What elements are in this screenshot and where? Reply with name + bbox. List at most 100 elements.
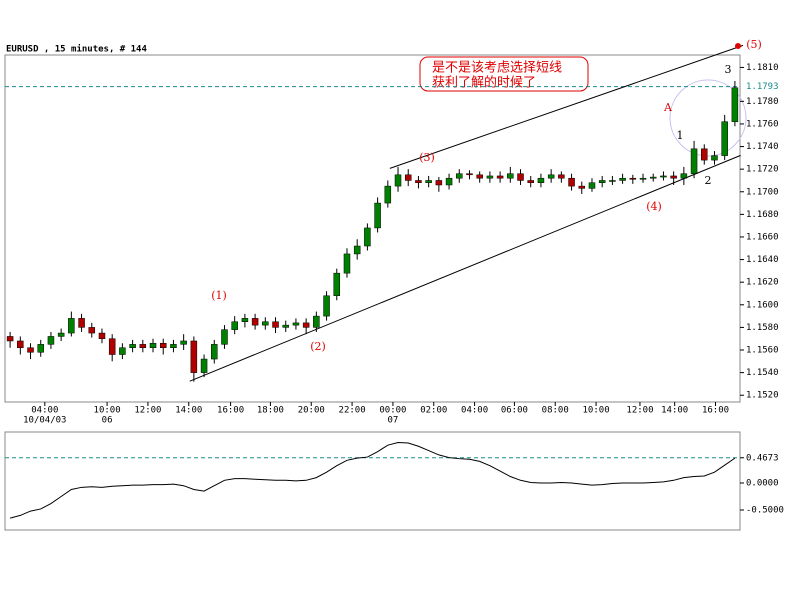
- x-tick-label: 08:00: [542, 406, 569, 416]
- y-tick-label: -0.5000: [746, 506, 784, 516]
- candle-body: [425, 180, 432, 183]
- candle-body: [721, 121, 728, 156]
- oscillator-panel: [4, 431, 741, 531]
- annotation: (1): [211, 289, 227, 302]
- candle-body: [108, 338, 116, 355]
- candle-body: [588, 182, 596, 189]
- candle-body: [547, 174, 555, 179]
- x-tick-label: 00:00: [379, 406, 406, 416]
- candle-body: [435, 180, 443, 186]
- price-line-label: 1.1793: [746, 82, 779, 92]
- candle-body: [180, 340, 187, 345]
- y-tick-label: 1.1720: [746, 165, 779, 175]
- price-panel: [4, 54, 741, 403]
- candle-body: [353, 245, 361, 255]
- y-tick-label: 1.1540: [746, 368, 779, 378]
- y-tick-label: 1.1680: [746, 210, 779, 220]
- annotation: 3: [725, 63, 732, 76]
- candle-body: [690, 148, 698, 174]
- x-tick-label: 16:00: [217, 406, 244, 416]
- annotation: 2: [705, 174, 712, 187]
- candle-body: [537, 177, 545, 183]
- candle-body: [701, 148, 708, 161]
- candle-body: [98, 332, 106, 339]
- y-tick-label: 1.1660: [746, 232, 779, 242]
- x-tick-sublabel: 10/04/03: [23, 416, 66, 426]
- candle-body: [231, 321, 238, 330]
- candle-body: [445, 177, 453, 186]
- candle-body: [598, 180, 606, 183]
- candle-body: [313, 315, 320, 328]
- x-tick-sublabel: 07: [387, 416, 398, 426]
- candle-body: [670, 175, 677, 179]
- candle-body: [619, 177, 626, 181]
- candle-body: [37, 344, 44, 353]
- candle-body: [711, 155, 718, 161]
- x-tick-label: 22:00: [339, 406, 366, 416]
- candle-body: [507, 173, 514, 179]
- x-tick-label: 14:00: [175, 406, 202, 416]
- candle-body: [364, 227, 371, 247]
- x-tick-label: 18:00: [257, 406, 284, 416]
- x-tick-sublabel: 06: [102, 416, 113, 426]
- candle-body: [159, 342, 167, 348]
- candle-body: [139, 344, 147, 348]
- candle-body: [88, 327, 96, 334]
- y-tick-label: 1.1520: [746, 391, 779, 401]
- x-tick-label: 04:00: [31, 406, 58, 416]
- candle-body: [68, 318, 75, 334]
- candle-body: [251, 318, 259, 326]
- candle-body: [119, 347, 126, 355]
- annotation: (4): [646, 200, 662, 213]
- candle-body: [27, 347, 34, 353]
- candle-body: [609, 180, 616, 182]
- highlight-circle: [669, 79, 747, 157]
- candle-body: [415, 180, 422, 183]
- candle-body: [384, 185, 392, 204]
- annotation: (5): [746, 38, 762, 51]
- y-tick-label: 1.1740: [746, 142, 779, 152]
- y-tick-label: 1.1760: [746, 119, 779, 129]
- candle-body: [404, 174, 412, 181]
- candle-body: [78, 318, 85, 328]
- trend-line: [189, 154, 741, 382]
- x-tick-label: 04:00: [461, 406, 488, 416]
- x-tick-label: 12:00: [134, 406, 161, 416]
- candle-body: [262, 321, 269, 326]
- x-tick-label: 02:00: [420, 406, 447, 416]
- chart-title: EURUSD , 15 minutes, # 144: [6, 44, 147, 55]
- candle-body: [578, 185, 586, 189]
- candle-body: [241, 318, 249, 322]
- candle-body: [568, 177, 575, 187]
- candle-body: [200, 358, 208, 373]
- candle-body: [486, 175, 494, 179]
- x-tick-label: 10:00: [583, 406, 610, 416]
- x-tick-label: 20:00: [298, 406, 325, 416]
- candle-body: [170, 344, 177, 348]
- candle-body: [282, 324, 289, 328]
- candle-body: [629, 177, 637, 180]
- candle-body: [272, 321, 279, 328]
- y-tick-label: 0.4673: [746, 453, 779, 463]
- y-tick-label: 1.1560: [746, 346, 779, 356]
- y-tick-label: 0.0000: [746, 478, 779, 488]
- candle-body: [57, 332, 65, 337]
- candle-body: [527, 180, 534, 183]
- note-line: 获利了解的时候了: [432, 75, 536, 91]
- y-tick-label: 1.1700: [746, 187, 779, 197]
- candle-body: [517, 173, 524, 181]
- candle-body: [333, 272, 341, 297]
- candle-body: [466, 173, 473, 176]
- y-tick-label: 1.1620: [746, 278, 779, 288]
- candle-body: [496, 175, 504, 179]
- candle-body: [47, 336, 55, 345]
- y-tick-label: 1.1580: [746, 323, 779, 333]
- candle-body: [190, 340, 198, 373]
- note-line: 是不是该考虑选择短线: [432, 61, 562, 76]
- candle-body: [394, 174, 402, 187]
- x-tick-label: 16:00: [702, 406, 729, 416]
- marker-dot: [735, 43, 741, 49]
- annotation: 1: [677, 129, 684, 142]
- candle-body: [211, 344, 218, 360]
- annotation: (3): [419, 151, 435, 164]
